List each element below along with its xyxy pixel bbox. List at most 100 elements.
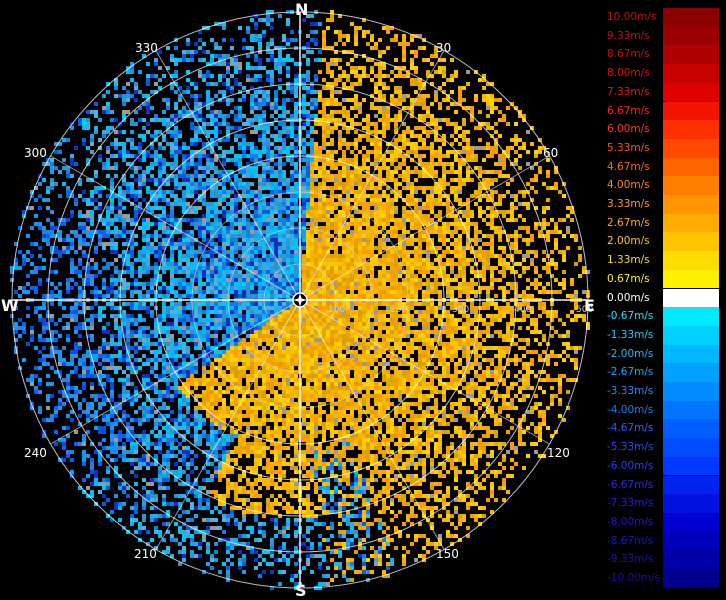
radar-center-icon: [292, 292, 308, 308]
legend-entry-label: 2.00m/s: [607, 235, 650, 248]
legend-entry-label: 1.33m/s: [607, 254, 650, 267]
legend-color-swatch: [663, 569, 719, 588]
legend-color-swatch: [663, 269, 719, 289]
legend-entry: -2.67m/s: [603, 363, 721, 382]
legend-entry: -3.33m/s: [603, 382, 721, 401]
legend-color-swatch: [663, 512, 719, 532]
legend-color-swatch: [663, 438, 719, 457]
range-ring-labels: 100 200 300 400 500: [328, 305, 593, 315]
legend-entry: -7.33m/s: [603, 494, 721, 513]
range-ring-label: 500: [576, 305, 593, 315]
legend-color-swatch: [663, 45, 719, 65]
legend-entry: -1.33m/s: [603, 325, 721, 345]
legend-entry: 0.00m/s: [603, 288, 721, 308]
legend-entry-label: -2.67m/s: [607, 366, 654, 379]
legend-entry-label: -3.33m/s: [607, 385, 654, 397]
legend-color-swatch: [663, 195, 719, 214]
legend-entry-label: -0.67m/s: [607, 310, 654, 323]
bearing-label-30: 30: [436, 41, 452, 55]
bearing-label-60: 60: [543, 146, 559, 160]
legend-entry: -2.00m/s: [603, 344, 721, 364]
legend-entry-label: 8.67m/s: [607, 48, 650, 61]
legend-color-swatch: [663, 400, 719, 420]
legend-entry-label: 4.67m/s: [607, 160, 650, 173]
legend-color-swatch: [663, 475, 719, 495]
bearing-spoke: [299, 299, 550, 445]
legend-color-swatch: [663, 494, 719, 513]
legend-entry: 6.00m/s: [603, 120, 721, 139]
legend-color-swatch: [663, 8, 719, 27]
legend-color-swatch: [663, 157, 719, 177]
bearing-label-330: 330: [135, 41, 158, 55]
velocity-data-layer: [10, 10, 590, 590]
legend-entry: 1.33m/s: [603, 251, 721, 270]
radar-sweep-canvas: 100 200 300 400 500: [10, 10, 593, 590]
legend-entry-label: 3.33m/s: [607, 198, 650, 210]
legend-entry-label: -9.33m/s: [607, 553, 654, 566]
legend-color-swatch: [663, 363, 719, 382]
legend-color-swatch: [663, 382, 719, 401]
legend-color-swatch: [663, 419, 719, 439]
legend-entry-label: -6.00m/s: [607, 459, 654, 472]
compass-south-label: S: [295, 581, 307, 600]
legend-entry: -8.67m/s: [603, 531, 721, 551]
legend-color-swatch: [663, 120, 719, 139]
legend-entry: 2.00m/s: [603, 232, 721, 252]
legend-entry: 2.67m/s: [603, 213, 721, 233]
range-ring-label: 100: [328, 305, 345, 315]
bearing-spoke: [299, 50, 445, 301]
legend-entry-label: 9.33m/s: [607, 29, 650, 42]
bearing-spoke: [299, 299, 445, 550]
legend-entry: -4.00m/s: [603, 400, 721, 420]
legend-entry-label: -4.00m/s: [607, 403, 654, 416]
velocity-color-legend: 10.00m/s 9.33m/s 8.67m/s 8.00m/s 7.33m/s 6.67…: [603, 8, 721, 590]
legend-entry: 8.67m/s: [603, 45, 721, 65]
compass-west-label: W: [1, 296, 19, 315]
legend-entry-label: 6.67m/s: [607, 104, 650, 117]
legend-color-swatch: [663, 64, 719, 83]
legend-color-swatch: [663, 456, 719, 476]
bearing-label-210: 210: [134, 547, 157, 561]
legend-entry: 8.00m/s: [603, 64, 721, 83]
legend-color-swatch: [663, 82, 719, 102]
legend-color-swatch: [663, 176, 719, 195]
legend-entry: 5.33m/s: [603, 138, 721, 158]
legend-entry-label: -10.00m/s: [607, 572, 661, 584]
legend-color-swatch: [663, 26, 719, 46]
legend-entry: -8.00m/s: [603, 512, 721, 532]
legend-entry-label: -8.67m/s: [607, 534, 654, 547]
legend-entry-label: -8.00m/s: [607, 515, 654, 528]
legend-entry-label: -6.67m/s: [607, 478, 654, 491]
legend-entry: 4.67m/s: [603, 157, 721, 177]
bearing-label-150: 150: [436, 547, 459, 561]
bearing-spoke: [155, 299, 301, 550]
legend-entry: -0.67m/s: [603, 307, 721, 326]
legend-entry-label: -5.33m/s: [607, 441, 654, 454]
legend-color-swatch: [663, 251, 719, 270]
legend-entry: -9.33m/s: [603, 550, 721, 569]
bearing-spoke: [299, 155, 550, 301]
legend-entry-label: 2.67m/s: [607, 216, 650, 229]
legend-color-swatch: [663, 213, 719, 233]
legend-entry: -4.67m/s: [603, 419, 721, 439]
legend-entry: 7.33m/s: [603, 82, 721, 102]
legend-color-swatch: [663, 344, 719, 364]
bearing-spoke: [50, 299, 301, 445]
range-ring-label: 400: [514, 305, 531, 315]
legend-entry-label: 5.33m/s: [607, 141, 650, 154]
bearing-label-300: 300: [24, 146, 47, 160]
legend-entry: -10.00m/s: [603, 569, 721, 588]
legend-entry: 10.00m/s: [603, 8, 721, 27]
legend-color-swatch: [663, 101, 719, 121]
legend-entry-label: -7.33m/s: [607, 497, 654, 510]
range-ring-label: 300: [452, 305, 469, 315]
legend-entry-label: 10.00m/s: [607, 11, 657, 23]
legend-color-swatch: [663, 550, 719, 569]
legend-color-swatch: [663, 138, 719, 158]
compass-north-label: N: [295, 0, 309, 19]
bearing-spoke: [50, 155, 301, 301]
legend-entry: 4.00m/s: [603, 176, 721, 195]
legend-entry-label: -1.33m/s: [607, 328, 654, 341]
legend-entry-label: 6.00m/s: [607, 123, 650, 136]
bearing-spoke: [155, 50, 301, 301]
